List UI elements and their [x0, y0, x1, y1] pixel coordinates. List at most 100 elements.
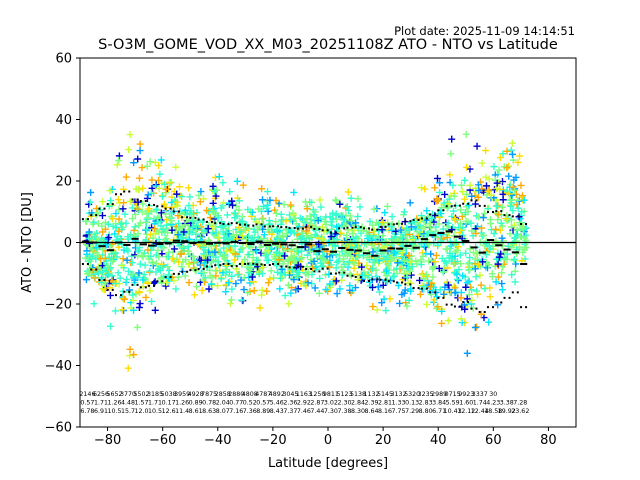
- data-point: [485, 242, 493, 250]
- data-point: [372, 272, 380, 280]
- data-point: [345, 258, 353, 266]
- data-point: [267, 267, 275, 275]
- data-point: [208, 274, 216, 282]
- bin-stat-n: 5138: [350, 391, 366, 398]
- data-point: [233, 177, 241, 185]
- data-point: [361, 272, 369, 280]
- bin-stat-sd: 7.44: [310, 408, 324, 415]
- bin-stat-sd: 7.46: [297, 408, 311, 415]
- data-point: [83, 270, 91, 278]
- data-point: [506, 230, 514, 238]
- data-point: [475, 186, 483, 194]
- data-point: [90, 300, 98, 308]
- data-point: [306, 247, 314, 255]
- data-point: [468, 192, 476, 200]
- data-point: [432, 251, 440, 259]
- data-point: [154, 177, 162, 185]
- data-point: [382, 307, 390, 315]
- data-point: [259, 270, 267, 278]
- data-point: [199, 243, 207, 251]
- data-point: [475, 213, 483, 221]
- data-point: [382, 267, 390, 275]
- data-point: [501, 255, 509, 263]
- bin-stat-mean: 1.74: [473, 400, 487, 407]
- data-point: [114, 269, 122, 277]
- data-point: [382, 255, 390, 263]
- data-point: [276, 285, 284, 293]
- bin-stat-n: 5145: [377, 391, 393, 398]
- data-point: [466, 181, 474, 189]
- data-point: [237, 276, 245, 284]
- data-point: [249, 208, 257, 216]
- data-point: [386, 295, 394, 303]
- data-point: [263, 287, 271, 295]
- data-point: [240, 226, 248, 234]
- data-point: [383, 202, 391, 210]
- data-point: [141, 261, 149, 269]
- data-point: [471, 323, 479, 331]
- data-point: [362, 227, 370, 235]
- data-point: [429, 273, 437, 281]
- data-point: [332, 197, 340, 205]
- bin-stat-n: 1132: [363, 391, 379, 398]
- data-point: [346, 282, 354, 290]
- data-point: [266, 275, 274, 283]
- bin-stat-sd: 7.29: [405, 408, 419, 415]
- data-point: [252, 247, 260, 255]
- data-point: [122, 219, 130, 227]
- data-point: [517, 181, 525, 189]
- data-point: [164, 229, 172, 237]
- bin-stat-mean: 0.13: [405, 400, 419, 407]
- bin-stat-n: 1250: [309, 391, 325, 398]
- data-point: [385, 262, 393, 270]
- data-point: [259, 263, 267, 271]
- data-point: [146, 158, 154, 166]
- data-point: [435, 213, 443, 221]
- data-point: [180, 228, 188, 236]
- data-point: [170, 245, 178, 253]
- data-point: [149, 234, 157, 242]
- data-point: [271, 255, 279, 263]
- data-point: [148, 184, 156, 192]
- data-point: [502, 215, 510, 223]
- data-point: [326, 280, 334, 288]
- data-point: [480, 231, 488, 239]
- data-point: [405, 252, 413, 260]
- data-point: [517, 233, 525, 241]
- data-point: [455, 224, 463, 232]
- data-point: [147, 189, 155, 197]
- data-point: [86, 198, 94, 206]
- data-point: [140, 271, 148, 279]
- data-point: [444, 281, 452, 289]
- data-point: [457, 315, 465, 323]
- data-point: [146, 267, 154, 275]
- x-axis-label: Latitude [degrees]: [268, 456, 388, 471]
- bin-stat-n: 2858: [215, 391, 231, 398]
- data-point: [482, 251, 490, 259]
- data-point: [474, 193, 482, 201]
- data-point: [482, 173, 490, 181]
- data-point: [156, 275, 164, 283]
- data-point: [126, 345, 134, 353]
- data-point: [135, 269, 143, 277]
- data-point: [287, 228, 295, 236]
- bin-stat-mean: 1.71: [148, 400, 162, 407]
- data-point: [221, 266, 229, 274]
- data-point: [295, 223, 303, 231]
- data-point: [498, 203, 506, 211]
- data-point: [485, 318, 493, 326]
- bin-stat-mean: 0.78: [202, 400, 216, 407]
- data-point: [99, 268, 107, 276]
- data-point: [99, 228, 107, 236]
- data-point: [254, 205, 262, 213]
- bin-stat-sd: 7.36: [243, 408, 257, 415]
- bin-stat-mean: 3.38: [500, 400, 514, 407]
- data-point: [250, 278, 258, 286]
- data-point: [126, 352, 134, 360]
- data-point: [416, 276, 424, 284]
- data-point: [510, 255, 518, 263]
- bin-stat-n: 3959: [174, 391, 190, 398]
- data-point: [312, 223, 320, 231]
- data-point: [405, 264, 413, 272]
- data-point: [498, 280, 506, 288]
